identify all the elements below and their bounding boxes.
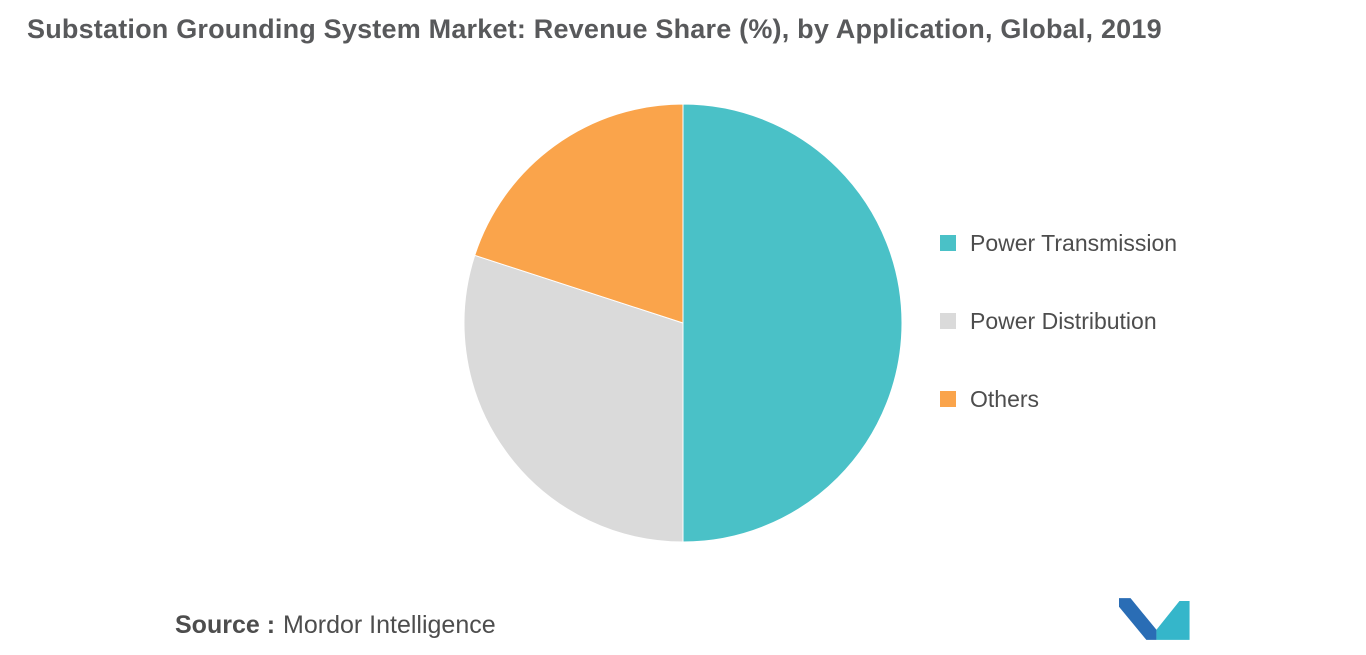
mordor-logo-mark [1119, 598, 1190, 640]
legend-label-power-transmission: Power Transmission [970, 229, 1178, 256]
source-line: Source : Mordor Intelligence [175, 611, 496, 640]
legend-item-power-transmission: Power Transmission [940, 228, 1177, 258]
legend-label-others: Others [970, 385, 1040, 412]
legend: Power Transmission Power Distribution Othe… [940, 228, 1177, 462]
source-label: Source : [175, 611, 276, 639]
pie-slice-power-distribution [463, 254, 684, 543]
legend-item-others: Others [940, 384, 1177, 414]
chart-title: Substation Grounding System Market: Reve… [27, 14, 1162, 44]
pie-slice-others [474, 103, 684, 324]
legend-item-power-distribution: Power Distribution [940, 306, 1177, 336]
mordor-intelligence-logo [1119, 598, 1191, 640]
pie-slice-power-transmission [682, 103, 903, 543]
logo-left-stroke [1119, 598, 1157, 640]
legend-swatch-power-transmission [940, 235, 956, 251]
logo-right-stroke [1156, 601, 1190, 640]
source-text: Mordor Intelligence [283, 611, 496, 639]
legend-label-power-distribution: Power Distribution [970, 307, 1157, 334]
legend-swatch-others [940, 391, 956, 407]
pie-chart-area [463, 103, 903, 543]
pie-chart [463, 103, 903, 543]
legend-swatch-power-distribution [940, 313, 956, 329]
